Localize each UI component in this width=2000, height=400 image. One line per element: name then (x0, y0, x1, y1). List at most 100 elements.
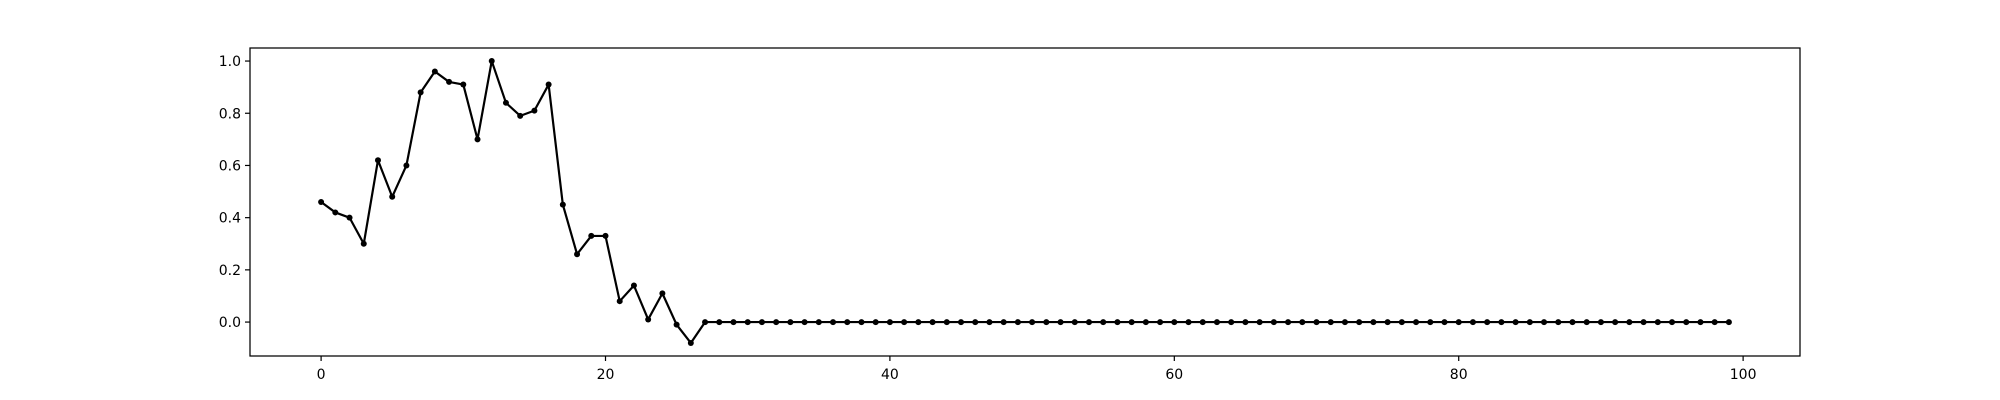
data-point (758, 319, 765, 326)
data-point (1270, 319, 1277, 326)
data-point (460, 81, 467, 88)
x-tick-label: 40 (881, 367, 899, 383)
data-point (773, 319, 780, 326)
data-point (1541, 319, 1548, 326)
data-point (1583, 319, 1590, 326)
data-point (616, 298, 623, 305)
data-point (886, 319, 893, 326)
data-point (1384, 319, 1391, 326)
data-point (1313, 319, 1320, 326)
data-point (1128, 319, 1135, 326)
data-point (1683, 319, 1690, 326)
data-point (1185, 319, 1192, 326)
data-point (545, 81, 552, 88)
data-point (531, 107, 538, 114)
data-point (332, 209, 339, 216)
data-point (1199, 319, 1206, 326)
data-point (830, 319, 837, 326)
data-point (1171, 319, 1178, 326)
data-point (872, 319, 879, 326)
data-point (403, 162, 410, 169)
data-point (602, 232, 609, 239)
data-point (431, 68, 438, 75)
data-point (1413, 319, 1420, 326)
data-point (1071, 319, 1078, 326)
data-point (844, 319, 851, 326)
data-point (1213, 319, 1220, 326)
data-point (559, 201, 566, 208)
data-point (858, 319, 865, 326)
data-point (915, 319, 922, 326)
data-point (1327, 319, 1334, 326)
x-tick-label: 20 (597, 367, 615, 383)
data-point (474, 136, 481, 143)
data-point (702, 319, 709, 326)
data-point (318, 199, 325, 205)
data-point (943, 319, 950, 326)
data-point (1299, 319, 1306, 326)
data-point (1427, 319, 1434, 326)
data-point (645, 316, 652, 323)
data-point (1157, 319, 1164, 326)
y-tick-label: 0.0 (219, 315, 241, 331)
data-point (901, 319, 908, 326)
data-point (588, 232, 595, 239)
data-point (1256, 319, 1263, 326)
data-point (1512, 319, 1519, 326)
data-point (1498, 319, 1505, 326)
data-point (801, 319, 808, 326)
data-point (1114, 319, 1121, 326)
x-tick-label: 80 (1450, 367, 1468, 383)
data-point (1469, 319, 1476, 326)
data-point (659, 290, 666, 297)
data-point (1569, 319, 1576, 326)
y-tick-label: 0.4 (219, 211, 241, 227)
data-point (972, 319, 979, 326)
data-point (346, 214, 353, 221)
data-point (374, 157, 381, 164)
data-point (1555, 319, 1562, 326)
data-point (787, 319, 794, 326)
series-line (320, 59, 1729, 345)
data-point (716, 319, 723, 326)
data-point (488, 58, 495, 65)
data-point (1597, 319, 1604, 326)
data-point (417, 89, 424, 96)
data-point (1398, 319, 1405, 326)
data-point (1085, 319, 1092, 326)
data-point (1341, 319, 1348, 326)
data-point (360, 240, 367, 247)
series-points (318, 58, 1732, 346)
data-point (517, 112, 524, 119)
data-point (1228, 319, 1235, 326)
data-point (986, 319, 993, 326)
data-point (1455, 319, 1462, 326)
data-point (446, 78, 453, 85)
data-point (1142, 319, 1149, 326)
y-axis: 0.0 0.2 0.4 0.6 0.8 1.0 (219, 54, 250, 331)
data-point (673, 321, 680, 328)
data-point (1697, 319, 1704, 326)
x-axis: 0 20 40 60 80 100 (317, 356, 1756, 383)
data-point (815, 319, 822, 326)
data-point (958, 319, 965, 326)
data-point (1043, 319, 1050, 326)
data-point (1626, 319, 1633, 326)
data-point (1242, 319, 1249, 326)
data-point (1441, 319, 1448, 326)
data-point (744, 319, 751, 326)
data-point (1100, 319, 1107, 326)
data-point (1725, 319, 1732, 326)
data-point (389, 193, 396, 200)
data-point (1669, 319, 1676, 326)
data-point (1285, 319, 1292, 326)
data-point (1612, 319, 1619, 326)
data-point (502, 99, 509, 106)
data-point (1526, 319, 1533, 326)
y-tick-label: 0.2 (219, 263, 241, 279)
data-point (1029, 319, 1036, 326)
x-tick-label: 60 (1165, 367, 1183, 383)
data-point (574, 251, 581, 258)
data-point (730, 319, 737, 326)
